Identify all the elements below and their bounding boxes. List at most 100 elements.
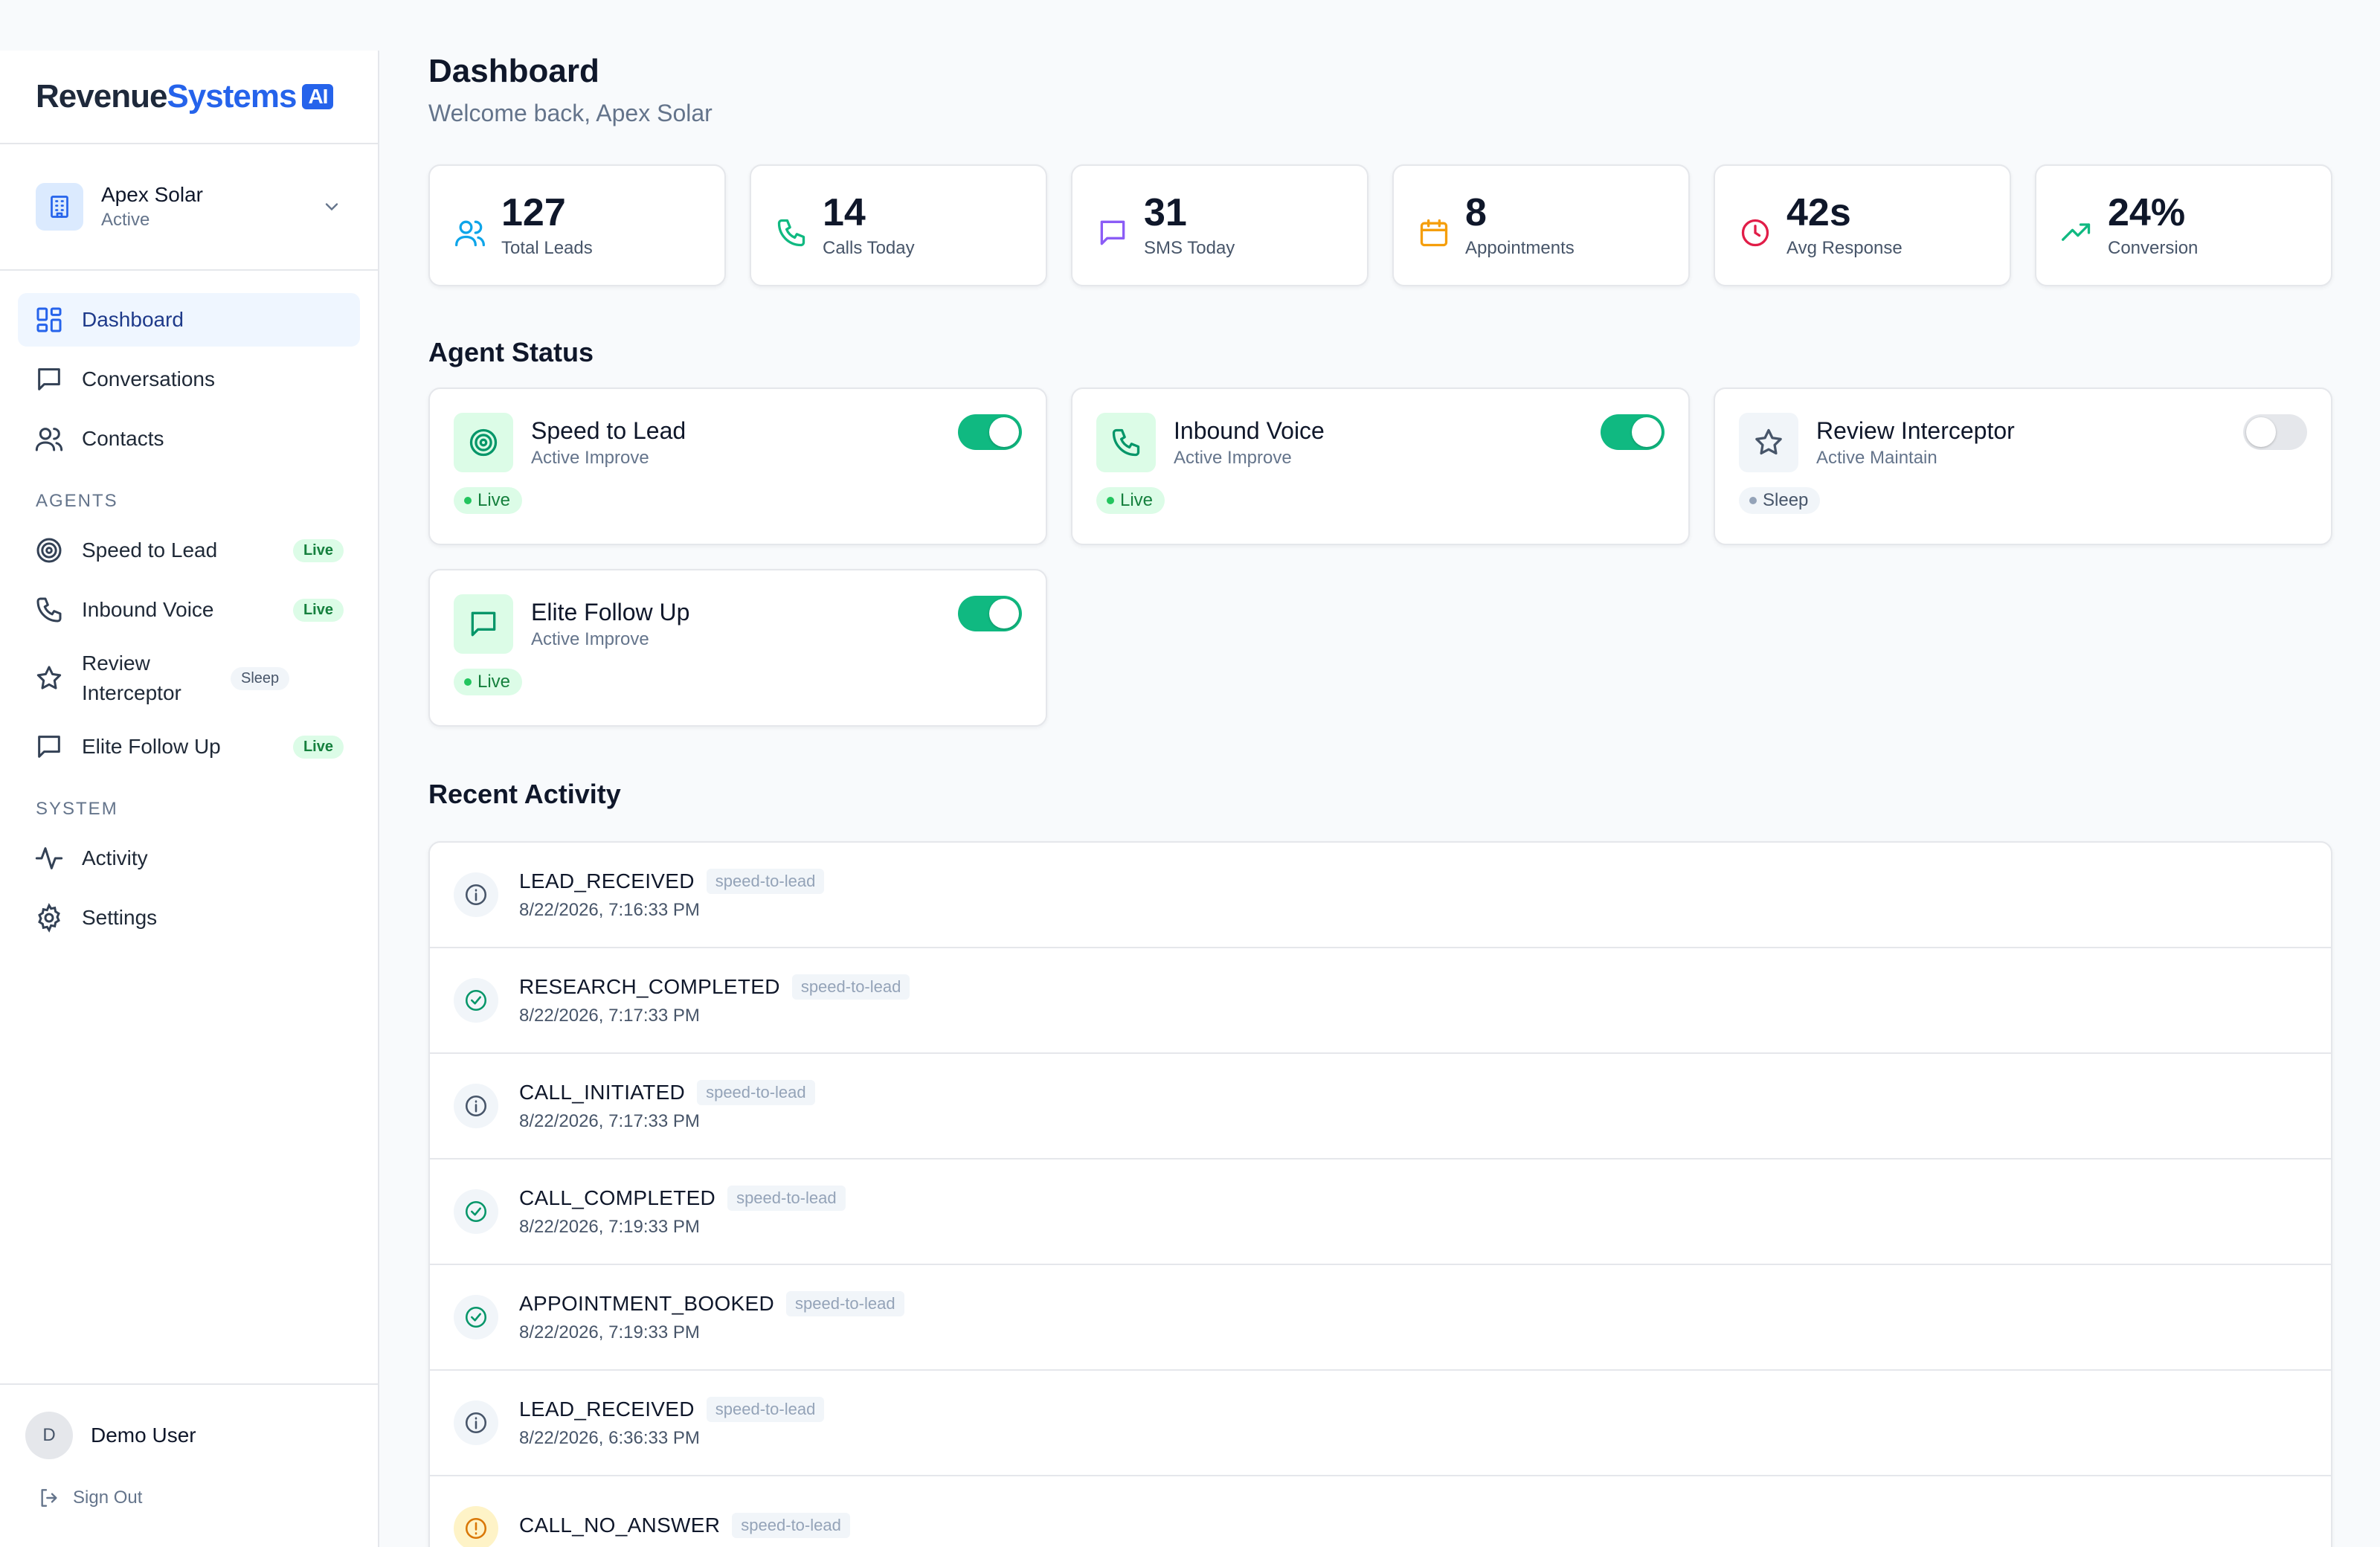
agent-grid: Speed to Lead Active Improve Live Inboun… xyxy=(428,387,2332,727)
section-title-recent-activity: Recent Activity xyxy=(428,779,621,809)
sidebar-item-inbound-voice[interactable]: Inbound Voice Live xyxy=(18,583,360,637)
sidebar-item-settings[interactable]: Settings xyxy=(18,891,360,945)
org-switcher[interactable]: Apex Solar Active xyxy=(0,144,378,271)
brand-part-1: Revenue xyxy=(36,78,167,115)
agent-card-speed-to-lead: Speed to Lead Active Improve Live xyxy=(428,387,1047,545)
agent-toggle[interactable] xyxy=(1601,414,1665,450)
list-item[interactable]: CALL_INITIATED speed-to-lead 8/22/2026, 7… xyxy=(430,1054,2331,1160)
activity-tag: speed-to-lead xyxy=(791,974,910,1000)
building-icon xyxy=(36,183,83,231)
status-badge: Live xyxy=(1096,487,1165,514)
agent-toggle[interactable] xyxy=(2243,414,2307,450)
dashboard-icon xyxy=(36,307,62,332)
sidebar: Revenue Systems AI Apex Solar Active Dashb… xyxy=(0,51,379,1547)
trending-up-icon xyxy=(2062,223,2091,241)
activity-tag: speed-to-lead xyxy=(697,1080,815,1105)
sidebar-item-conversations[interactable]: Conversations xyxy=(18,353,360,406)
check-circle-icon xyxy=(454,1189,498,1234)
status-badge: Live xyxy=(292,735,344,759)
section-heading-system: SYSTEM xyxy=(36,799,118,819)
sign-out-label: Sign Out xyxy=(73,1488,143,1508)
list-item[interactable]: LEAD_RECEIVED speed-to-lead 8/22/2026, 6:… xyxy=(430,1371,2331,1476)
info-icon xyxy=(454,1400,498,1445)
list-item[interactable]: CALL_NO_ANSWER speed-to-lead xyxy=(430,1476,2331,1547)
activity-time: 8/22/2026, 7:19:33 PM xyxy=(519,1217,700,1237)
agent-name: Speed to Lead xyxy=(531,417,686,444)
activity-type: APPOINTMENT_BOOKED xyxy=(519,1292,775,1315)
activity-tag: speed-to-lead xyxy=(732,1513,850,1538)
activity-type: RESEARCH_COMPLETED xyxy=(519,975,780,998)
activity-time: 8/22/2026, 6:36:33 PM xyxy=(519,1428,700,1448)
activity-time: 8/22/2026, 7:19:33 PM xyxy=(519,1322,700,1342)
activity-tag: speed-to-lead xyxy=(727,1186,846,1211)
sidebar-item-label: Settings xyxy=(82,906,158,929)
list-item[interactable]: RESEARCH_COMPLETED speed-to-lead 8/22/202… xyxy=(430,948,2331,1054)
sidebar-item-speed-to-lead[interactable]: Speed to Lead Live xyxy=(18,524,360,577)
stat-label: SMS Today xyxy=(1144,238,1235,258)
user-panel: D Demo User Sign Out xyxy=(0,1383,378,1547)
agent-mode: Active Improve xyxy=(531,629,649,649)
activity-tag: speed-to-lead xyxy=(786,1291,904,1316)
activity-tag: speed-to-lead xyxy=(706,1397,825,1422)
stat-card-calls-today: 14 Calls Today xyxy=(750,164,1047,286)
agent-mode: Active Improve xyxy=(1174,448,1292,468)
list-item[interactable]: LEAD_RECEIVED speed-to-lead 8/22/2026, 7:… xyxy=(430,843,2331,948)
star-icon xyxy=(1739,413,1798,472)
stat-card-appointments: 8 Appointments xyxy=(1392,164,1690,286)
status-badge: Sleep xyxy=(231,666,290,690)
log-out-icon xyxy=(41,1489,57,1507)
activity-time: 8/22/2026, 7:17:33 PM xyxy=(519,1006,700,1026)
stat-label: Calls Today xyxy=(823,238,915,258)
sidebar-item-elite-follow-up[interactable]: Elite Follow Up Live xyxy=(18,720,360,774)
calendar-icon xyxy=(1420,219,1448,247)
stats-row: 127 Total Leads 14 Calls Today 31 SMS Today… xyxy=(428,164,2332,286)
agent-card-inbound-voice: Inbound Voice Active Improve Live xyxy=(1071,387,1690,545)
brand-badge: AI xyxy=(302,84,334,109)
sign-out-button[interactable]: Sign Out xyxy=(37,1486,353,1510)
user-profile[interactable]: D Demo User xyxy=(25,1412,353,1459)
activity-tag: speed-to-lead xyxy=(706,869,825,894)
sidebar-item-label: Activity xyxy=(82,846,148,869)
users-icon xyxy=(35,428,63,451)
status-badge: Sleep xyxy=(1739,487,1821,514)
message-square-icon xyxy=(454,594,513,654)
section-title-agent-status: Agent Status xyxy=(428,337,594,367)
chevron-down-icon xyxy=(325,203,338,211)
list-item[interactable]: APPOINTMENT_BOOKED speed-to-lead 8/22/202… xyxy=(430,1265,2331,1371)
agent-toggle[interactable] xyxy=(958,596,1022,631)
sidebar-item-label: Review Interceptor xyxy=(82,652,181,704)
sidebar-item-contacts[interactable]: Contacts xyxy=(18,412,360,466)
brand-logo[interactable]: Revenue Systems AI xyxy=(0,51,378,144)
sidebar-item-label: Inbound Voice xyxy=(82,598,214,621)
target-icon xyxy=(36,538,62,563)
sidebar-item-activity[interactable]: Activity xyxy=(18,832,360,885)
sidebar-item-review-interceptor[interactable]: Review Interceptor Sleep xyxy=(18,643,360,714)
stat-label: Total Leads xyxy=(501,238,593,258)
stat-label: Avg Response xyxy=(1786,238,1903,258)
stat-card-total-leads: 127 Total Leads xyxy=(428,164,726,286)
agent-card-elite-follow-up: Elite Follow Up Active Improve Live xyxy=(428,569,1047,727)
stat-value: 127 xyxy=(501,191,566,234)
status-badge: Live xyxy=(454,487,523,514)
activity-type: CALL_NO_ANSWER xyxy=(519,1514,721,1537)
list-item[interactable]: CALL_COMPLETED speed-to-lead 8/22/2026, 7… xyxy=(430,1160,2331,1265)
agent-mode: Active Maintain xyxy=(1816,448,1937,468)
sidebar-item-label: Dashboard xyxy=(82,308,184,331)
gear-icon xyxy=(38,903,60,933)
sidebar-item-dashboard[interactable]: Dashboard xyxy=(18,293,360,347)
stat-value: 14 xyxy=(823,191,866,234)
agent-name: Review Interceptor xyxy=(1816,417,2015,444)
activity-list: LEAD_RECEIVED speed-to-lead 8/22/2026, 7:… xyxy=(428,841,2332,1547)
agent-card-review-interceptor: Review Interceptor Active Maintain Sleep xyxy=(1714,387,2332,545)
agent-toggle[interactable] xyxy=(958,414,1022,450)
main-content: Dashboard Welcome back, Apex Solar 127 To… xyxy=(428,51,2332,1547)
stat-label: Appointments xyxy=(1465,238,1575,258)
activity-type: LEAD_RECEIVED xyxy=(519,869,695,892)
stat-value: 42s xyxy=(1786,191,1851,234)
stat-card-sms-today: 31 SMS Today xyxy=(1071,164,1368,286)
page-subtitle: Welcome back, Apex Solar xyxy=(428,100,713,126)
avatar: D xyxy=(25,1412,73,1459)
activity-time: 8/22/2026, 7:16:33 PM xyxy=(519,900,700,920)
message-icon xyxy=(1100,220,1125,245)
status-badge: Live xyxy=(454,669,523,695)
